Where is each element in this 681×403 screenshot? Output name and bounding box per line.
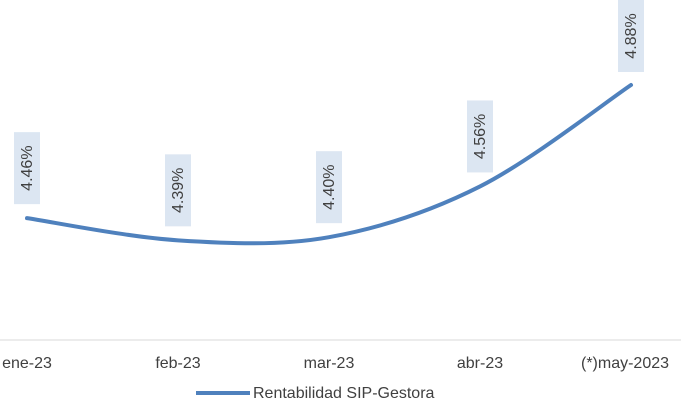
data-label: 4.39% [165, 154, 191, 227]
series-line [25, 83, 633, 246]
data-label-box [467, 100, 493, 173]
x-tick-label: (*)may-2023 [581, 355, 669, 372]
data-label-box [14, 132, 40, 205]
data-label-text: 4.39% [170, 168, 187, 213]
data-label-box [316, 151, 342, 224]
legend-label: Rentabilidad SIP-Gestora [253, 385, 435, 402]
data-label: 4.46% [14, 132, 40, 205]
data-label: 4.40% [316, 151, 342, 224]
data-label-text: 4.88% [623, 13, 640, 58]
x-tick-label: mar-23 [304, 355, 355, 372]
data-label: 4.88% [618, 0, 644, 72]
x-tick-label: ene-23 [2, 355, 52, 372]
x-tick-label: abr-23 [457, 355, 503, 372]
data-label-text: 4.40% [321, 164, 338, 209]
data-label-box [165, 154, 191, 227]
data-label: 4.56% [467, 100, 493, 173]
x-tick-label: feb-23 [155, 355, 200, 372]
data-label-text: 4.56% [472, 114, 489, 159]
data-label-box [618, 0, 644, 72]
data-label-text: 4.46% [19, 145, 36, 190]
